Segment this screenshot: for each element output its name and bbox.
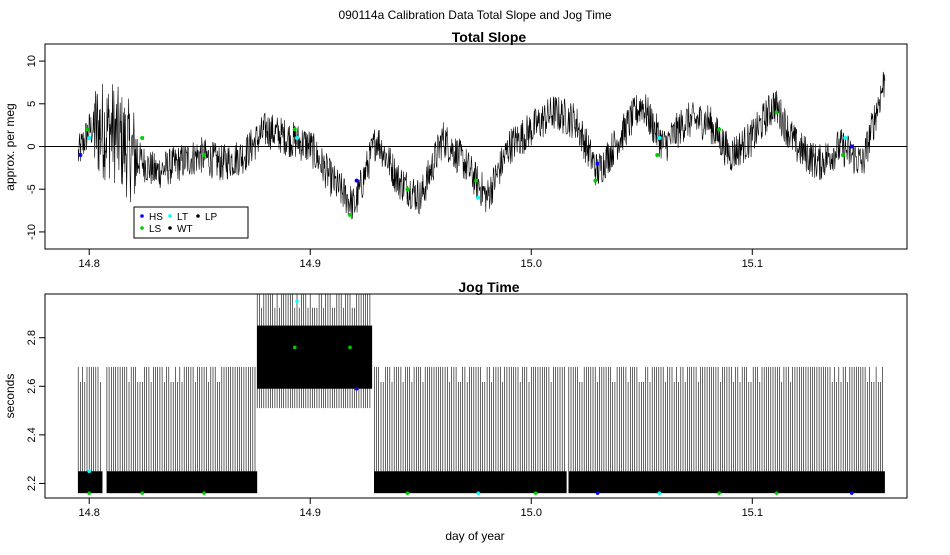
jog-marker-ls (405, 491, 410, 495)
jog-marker-ls (140, 491, 145, 495)
legend-marker-lt (168, 214, 172, 218)
jog-time-y-tick-label: 2.2 (26, 476, 38, 491)
jog-time-plot-area (77, 294, 885, 495)
legend-label-lp: LP (205, 212, 218, 223)
total-slope-y-tick-label: -10 (26, 224, 38, 240)
jog-time-spikes (568, 366, 883, 494)
jog-time-spikes (374, 366, 565, 494)
marker-lt (476, 195, 481, 200)
jog-time-x-tick-label: 15.0 (521, 507, 542, 519)
jog-marker-ls (202, 491, 206, 495)
total-slope-x-tick-label: 15.1 (742, 258, 763, 270)
jog-time-spikes (106, 366, 256, 494)
total-slope-axes: 14.8 14.9 15.0 15.1 -10 -5 0 5 10 (26, 43, 908, 270)
jog-marker-lt (295, 299, 299, 304)
legend-box (133, 206, 249, 239)
legend-marker-hs (140, 214, 144, 218)
jog-marker-lt (87, 469, 92, 474)
y-axis-label-jog-time: seconds (3, 374, 17, 419)
jog-marker-ls (774, 491, 779, 495)
marker-ls (202, 153, 207, 158)
legend-label-hs: HS (149, 212, 163, 223)
total-slope-y-tick-label: -5 (26, 184, 38, 194)
jog-marker-ls (717, 491, 721, 495)
jog-marker-ls (348, 345, 352, 350)
marker-ls (140, 135, 145, 140)
jog-marker-ls (87, 491, 92, 495)
marker-lt (87, 135, 92, 140)
jog-marker-lt (476, 491, 481, 495)
jog-time-spikes (77, 366, 101, 494)
marker-lt (843, 135, 848, 140)
panel-jog-time: Jog Time seconds 14.8 14.9 15.0 15.1 2.2 2.4 2… (3, 279, 908, 519)
marker-ls (655, 153, 660, 158)
legend-label-lt: LT (177, 212, 188, 223)
jog-time-y-tick-label: 2.6 (26, 379, 38, 394)
marker-ls (474, 178, 478, 183)
jog-marker-hs (849, 491, 854, 495)
marker-ls (717, 127, 722, 132)
y-axis-label-total-slope: approx. per meg (3, 103, 17, 190)
x-axis-label: day of year (445, 529, 504, 543)
total-slope-clip (45, 71, 907, 220)
jog-time-frame (44, 293, 908, 499)
total-slope-series-line (77, 71, 886, 220)
jog-time-x-tick-label: 14.8 (78, 507, 99, 519)
panel-title-total-slope: Total Slope (452, 29, 527, 45)
legend-marker-lp (196, 214, 200, 218)
legend-marker-wt (168, 226, 172, 230)
legend-label-ls: LS (149, 224, 162, 235)
jog-marker-lt (657, 491, 662, 495)
marker-ls (84, 127, 89, 132)
panel-total-slope: Total Slope approx. per meg 14.8 14.9 15.0… (3, 29, 908, 270)
jog-time-band (106, 471, 258, 494)
total-slope-y-tick-label: 5 (26, 101, 38, 107)
legend-marker-ls (140, 226, 144, 230)
jog-time-band (257, 325, 373, 389)
marker-ls (840, 153, 845, 158)
jog-time-y-tick-label: 2.4 (26, 427, 38, 442)
total-slope-x-tick-label: 15.0 (521, 258, 542, 270)
panel-title-jog-time: Jog Time (458, 279, 519, 295)
marker-ls (348, 212, 353, 217)
jog-time-x-tick-label: 14.9 (300, 507, 321, 519)
jog-time-band (78, 471, 103, 494)
jog-time-y-tick-label: 2.8 (26, 330, 38, 345)
marker-lt (294, 135, 299, 140)
jog-marker-hs (354, 386, 359, 391)
total-slope-y-tick-label: 10 (26, 55, 38, 67)
total-slope-plot-area (45, 71, 907, 220)
legend-label-wt: WT (177, 224, 193, 235)
marker-hs (78, 153, 83, 158)
jog-time-clip (77, 294, 885, 495)
marker-hs (595, 161, 600, 166)
jog-time-x-tick-label: 15.1 (742, 507, 763, 519)
marker-hs (354, 178, 359, 183)
marker-hs (849, 144, 854, 149)
total-slope-x-tick-label: 14.9 (300, 258, 321, 270)
figure-title: 090114a Calibration Data Total Slope and… (338, 8, 611, 22)
marker-ls (774, 110, 779, 115)
total-slope-x-tick-label: 14.8 (78, 258, 99, 270)
jog-marker-hs (595, 491, 600, 495)
jog-time-axes: 14.8 14.9 15.0 15.1 2.2 2.4 2.6 2.8 (26, 293, 908, 519)
marker-lt (657, 135, 662, 140)
jog-time-band (568, 471, 885, 494)
marker-ls (593, 178, 598, 183)
marker-ls (405, 187, 410, 192)
jog-marker-ls (292, 345, 297, 350)
total-slope-y-tick-label: 0 (26, 143, 38, 149)
jog-marker-ls (533, 491, 538, 495)
marker-ls (292, 127, 297, 132)
jog-time-band (374, 471, 567, 494)
